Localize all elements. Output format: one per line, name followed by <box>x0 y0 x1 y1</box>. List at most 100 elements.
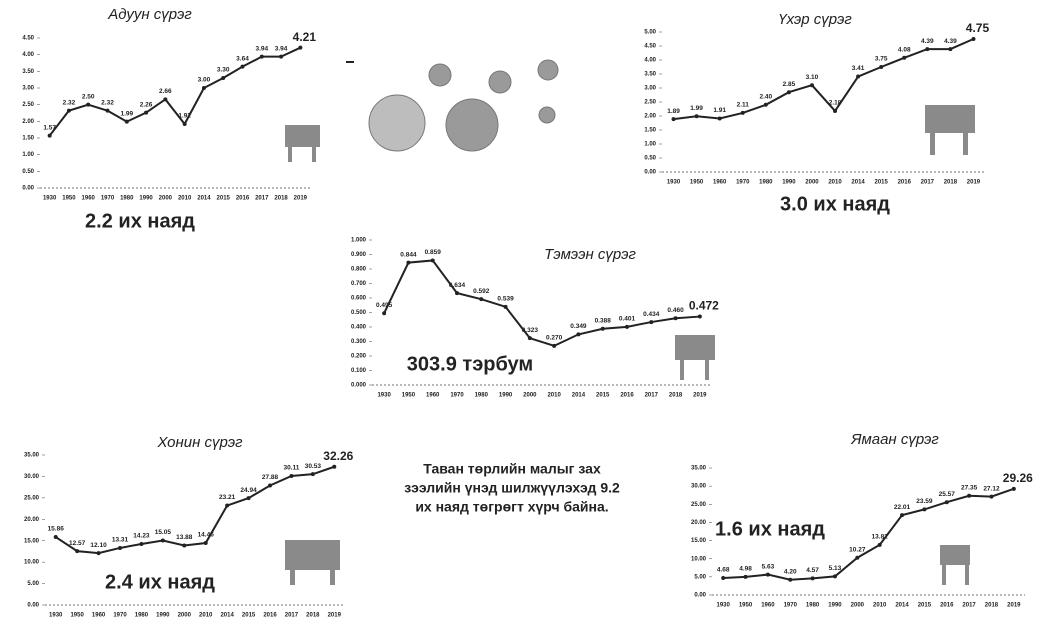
point <box>125 120 129 124</box>
y-tick-label: 0.200 <box>351 354 367 360</box>
line <box>384 260 700 345</box>
x-tick-label: 1990 <box>828 603 842 609</box>
value-label: 2.18 <box>829 100 842 107</box>
y-tick-label: 3.50 <box>22 69 34 75</box>
x-tick-label: 1930 <box>716 603 730 609</box>
y-tick-label: 0.500 <box>351 310 367 316</box>
value-label: 14.23 <box>133 533 150 540</box>
y-tick-label: 0.800 <box>351 267 367 273</box>
x-tick-label: 1970 <box>101 196 115 202</box>
y-tick-label: 35.00 <box>24 453 40 459</box>
y-tick-label: 10.00 <box>24 560 40 566</box>
y-tick-label: 0.300 <box>351 339 367 345</box>
point <box>97 551 101 555</box>
value-label: 4.57 <box>806 567 819 574</box>
y-tick-label: 35.00 <box>691 466 707 472</box>
value-label: 2.85 <box>783 81 796 88</box>
x-tick-label: 2016 <box>620 393 634 399</box>
x-tick-label: 1960 <box>82 196 96 202</box>
value-label: 0.434 <box>643 311 660 318</box>
x-tick-label: 1950 <box>70 613 84 619</box>
x-tick-label: 1930 <box>377 393 391 399</box>
x-tick-label: 2000 <box>159 196 173 202</box>
point <box>382 311 386 315</box>
x-tick-label: 1960 <box>426 393 440 399</box>
point <box>855 556 859 560</box>
x-tick-label: 1970 <box>113 613 127 619</box>
x-tick-label: 2010 <box>828 180 842 186</box>
point <box>139 542 143 546</box>
x-tick-label: 1950 <box>402 393 416 399</box>
point <box>764 103 768 107</box>
point <box>504 305 508 309</box>
annotation: 3.0 их наяд <box>780 193 890 215</box>
x-tick-label: 2016 <box>898 180 912 186</box>
y-tick-label: 4.50 <box>22 36 34 42</box>
value-label: 27.12 <box>983 485 1000 492</box>
point <box>1012 487 1016 491</box>
point <box>268 484 272 488</box>
y-tick-label: 3.50 <box>644 72 656 78</box>
value-label: 1.92 <box>178 113 191 120</box>
y-tick-label: 0.00 <box>644 170 656 176</box>
value-label: 3.00 <box>198 77 211 84</box>
x-tick-label: 1970 <box>736 180 750 186</box>
y-tick-label: 0.600 <box>351 296 367 302</box>
x-tick-label: 2010 <box>873 603 887 609</box>
y-tick-label: 1.50 <box>644 128 656 134</box>
value-label: 4.39 <box>921 38 934 45</box>
point <box>948 47 952 51</box>
y-tick-label: 0.000 <box>351 383 367 389</box>
value-label: 1.99 <box>690 105 703 112</box>
line <box>50 48 301 136</box>
value-label: 3.30 <box>217 67 230 74</box>
x-tick-label: 2019 <box>967 180 981 186</box>
x-tick-label: 2017 <box>645 393 659 399</box>
value-label: 0.592 <box>473 288 490 295</box>
value-label: 2.32 <box>63 99 76 106</box>
point <box>431 258 435 262</box>
value-label: 1.99 <box>120 110 133 117</box>
x-tick-label: 2017 <box>921 180 935 186</box>
y-tick-label: 2.00 <box>22 119 34 125</box>
x-tick-label: 2018 <box>306 613 320 619</box>
chart-title: Хонин сүрэг <box>157 434 244 451</box>
x-tick-label: 2010 <box>547 393 561 399</box>
value-label: 23.21 <box>219 494 236 501</box>
point <box>741 111 745 115</box>
x-tick-label: 2000 <box>178 613 192 619</box>
value-label: 0.539 <box>497 296 514 303</box>
page: Адуун сүрэг0.000.501.001.502.002.503.003… <box>0 0 1042 625</box>
x-tick-label: 2015 <box>217 196 231 202</box>
y-tick-label: 15.00 <box>24 538 40 544</box>
x-tick-label: 2019 <box>294 196 308 202</box>
point <box>900 513 904 517</box>
summary-text: зээлийн үнэд шилжүүлэхэд 9.2 <box>404 480 620 496</box>
point <box>902 56 906 60</box>
point <box>279 55 283 59</box>
value-label: 4.21 <box>293 30 317 44</box>
x-tick-label: 1930 <box>667 180 681 186</box>
decor-bubbles <box>346 60 558 151</box>
x-tick-label: 1990 <box>156 613 170 619</box>
value-label: 30.11 <box>283 465 299 472</box>
value-label: 3.10 <box>806 74 819 81</box>
point <box>967 494 971 498</box>
value-label: 3.41 <box>852 65 865 72</box>
value-label: 0.859 <box>425 249 442 256</box>
x-tick-label: 2015 <box>918 603 932 609</box>
value-label: 2.32 <box>101 99 114 106</box>
x-tick-label: 2018 <box>274 196 288 202</box>
y-tick-label: 0.50 <box>644 156 656 162</box>
value-label: 2.26 <box>140 101 153 108</box>
x-tick-label: 2014 <box>220 613 234 619</box>
point <box>721 576 725 580</box>
x-tick-label: 2019 <box>1007 603 1021 609</box>
value-label: 0.844 <box>400 251 417 258</box>
point <box>810 83 814 87</box>
value-label: 4.68 <box>717 567 730 574</box>
x-tick-label: 2015 <box>874 180 888 186</box>
value-label: 24.94 <box>240 487 257 494</box>
y-tick-label: 2.50 <box>644 100 656 106</box>
point <box>989 495 993 499</box>
